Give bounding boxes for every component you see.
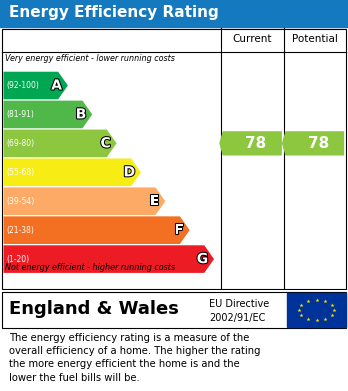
Polygon shape	[3, 187, 165, 215]
Text: Very energy efficient - lower running costs: Very energy efficient - lower running co…	[5, 54, 175, 63]
Text: C: C	[101, 136, 111, 151]
Text: F: F	[174, 223, 184, 237]
Polygon shape	[3, 72, 68, 99]
Text: D: D	[124, 165, 135, 179]
Text: A: A	[51, 79, 62, 93]
Polygon shape	[3, 216, 190, 244]
Text: 2002/91/EC: 2002/91/EC	[209, 313, 265, 323]
Text: The energy efficiency rating is a measure of the
overall efficiency of a home. T: The energy efficiency rating is a measur…	[9, 333, 260, 383]
Text: EU Directive: EU Directive	[209, 299, 269, 309]
Polygon shape	[219, 131, 282, 156]
Text: (1-20): (1-20)	[6, 255, 29, 264]
Text: (69-80): (69-80)	[6, 139, 34, 148]
Polygon shape	[3, 158, 141, 186]
Bar	[287, 293, 346, 327]
Text: Energy Efficiency Rating: Energy Efficiency Rating	[9, 5, 219, 20]
Polygon shape	[3, 245, 214, 273]
Text: Potential: Potential	[292, 34, 338, 45]
Polygon shape	[282, 131, 344, 156]
Text: B: B	[76, 108, 86, 122]
Text: England & Wales: England & Wales	[9, 300, 179, 318]
Text: (81-91): (81-91)	[6, 110, 34, 119]
Polygon shape	[3, 100, 92, 128]
Polygon shape	[3, 129, 117, 157]
Text: (21-38): (21-38)	[6, 226, 34, 235]
Text: 78: 78	[308, 136, 329, 151]
Text: Not energy efficient - higher running costs: Not energy efficient - higher running co…	[5, 263, 175, 272]
Text: (55-68): (55-68)	[6, 168, 34, 177]
Text: 78: 78	[245, 136, 267, 151]
Text: (92-100): (92-100)	[6, 81, 39, 90]
Text: G: G	[197, 252, 208, 266]
Text: (39-54): (39-54)	[6, 197, 34, 206]
Text: E: E	[150, 194, 159, 208]
Text: Current: Current	[232, 34, 272, 45]
